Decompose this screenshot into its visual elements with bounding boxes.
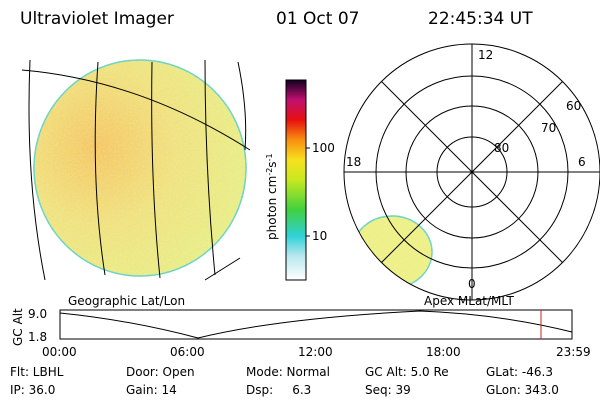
polar-label: 18 <box>346 155 361 169</box>
footer: Flt: LBHL Door: Open Mode: Normal GC Alt: 5… <box>10 365 559 397</box>
footer-item: Dsp: 6.3 <box>246 383 311 397</box>
time: 22:45:34 UT <box>428 9 533 29</box>
altitude-frame <box>59 309 573 340</box>
polar-label: 12 <box>478 48 493 62</box>
colorbar-tick-label: 10 <box>312 229 327 243</box>
footer-item: Door: Open <box>126 365 195 379</box>
polar-label: 60 <box>566 99 581 113</box>
polar-label: 70 <box>541 121 556 135</box>
footer-item: Gain: 14 <box>126 383 177 397</box>
label-part: -1 <box>265 153 274 161</box>
time-label: 23:59 <box>556 345 591 359</box>
title: Ultraviolet Imager <box>20 9 174 29</box>
footer-item: Seq: 39 <box>365 383 411 397</box>
time-label: 00:00 <box>42 345 77 359</box>
colorbar <box>285 79 307 281</box>
footer-item: GC Alt: 5.0 Re <box>365 365 449 379</box>
label-part: s <box>265 161 279 167</box>
label-part: -2 <box>265 168 274 176</box>
footer-item: Mode: Normal <box>246 365 330 379</box>
altitude-tick-label: 1.8 <box>28 330 47 344</box>
time-label: 12:00 <box>298 345 333 359</box>
date: 01 Oct 07 <box>276 9 359 29</box>
footer-item: GLat: -46.3 <box>486 365 553 379</box>
altitude-curve <box>59 310 573 339</box>
time-label: 06:00 <box>170 345 205 359</box>
label-part: photon cm <box>265 176 279 240</box>
time-label: 18:00 <box>426 345 461 359</box>
altitude-tick-label: 9.0 <box>28 307 47 321</box>
footer-item: Flt: LBHL <box>10 365 64 379</box>
colorbar-label: photon cm-2s-1 <box>265 153 279 240</box>
panel-label: Geographic Lat/Lon <box>68 294 185 308</box>
polar-label: 0 <box>468 277 476 291</box>
polar-plot <box>343 43 600 301</box>
footer-item: GLon: 343.0 <box>486 383 559 397</box>
altitude-axis-label: GC Alt <box>11 308 25 346</box>
colorbar-tick-label: 100 <box>312 141 335 155</box>
footer-item: IP: 36.0 <box>10 383 55 397</box>
polar-label: 6 <box>578 155 586 169</box>
panel-label: Apex MLat/MLT <box>424 294 514 308</box>
globe-image <box>21 59 251 281</box>
polar-label: 80 <box>494 141 509 155</box>
